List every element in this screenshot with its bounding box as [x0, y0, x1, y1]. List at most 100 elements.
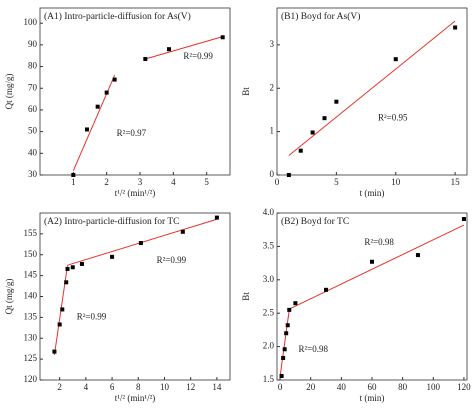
- x-tick-label: 5: [334, 177, 339, 187]
- plot-frame: [276, 7, 468, 176]
- y-tick-label: 130: [24, 332, 38, 342]
- data-point: [110, 254, 115, 259]
- data-point: [70, 265, 75, 270]
- y-tick-label: 2: [270, 82, 275, 92]
- fit-line: [279, 309, 290, 377]
- panel: 0 5 10 15 0 1 2 3 t (min) Bt (B1) Boyd for As(V) R²…: [241, 7, 468, 198]
- y-tick-label: 125: [24, 353, 38, 363]
- fit-line: [145, 36, 223, 60]
- x-tick-label: 4: [84, 382, 89, 392]
- y-tick-label: 90: [28, 39, 38, 49]
- x-tick-label: 0: [275, 177, 280, 187]
- x-axis-label: t (min): [360, 393, 385, 403]
- x-axis-label: t¹/² (min¹/²): [115, 188, 156, 198]
- y-tick-label: 0: [270, 169, 275, 179]
- y-tick-label: 3.5: [263, 240, 275, 250]
- y-tick-label: 140: [24, 291, 38, 301]
- annotation: R²=0.97: [117, 128, 147, 138]
- y-axis-label: Qt (mg/g): [4, 74, 14, 110]
- x-tick-label: 2: [104, 177, 109, 187]
- y-axis-label: Bt: [241, 87, 251, 96]
- chart-title: (A1) Intro-particle-diffusion for As(V): [44, 11, 191, 22]
- x-tick-label: 1: [71, 177, 76, 187]
- x-tick-label: 5: [204, 177, 209, 187]
- y-tick-label: 1: [270, 126, 275, 136]
- panel: 0 20 40 60 80 100 120 1.5 2.0 2.5 3.0 3.5 4.0 t (min)…: [241, 207, 471, 403]
- y-tick-label: 100: [24, 17, 38, 27]
- x-tick-label: 8: [136, 382, 141, 392]
- panel: 1 2 3 4 5 30 40 50 60 70 80 90 100 t¹/² (min¹/²) Qt (m…: [4, 7, 231, 198]
- data-point: [60, 307, 65, 312]
- data-point: [85, 127, 89, 132]
- plot-frame: [39, 7, 231, 176]
- data-point: [65, 266, 70, 271]
- data-point: [95, 104, 100, 109]
- annotation: R²=0.95: [378, 113, 408, 123]
- y-tick-label: 70: [28, 82, 38, 92]
- y-tick-label: 145: [24, 270, 38, 280]
- x-tick-label: 10: [391, 177, 401, 187]
- y-axis-label: Qt (mg/g): [4, 279, 14, 315]
- fit-line: [287, 224, 465, 311]
- data-point: [370, 259, 374, 264]
- x-tick-label: 12: [186, 382, 195, 392]
- data-point: [293, 301, 298, 306]
- data-point: [324, 287, 329, 292]
- data-point: [104, 90, 109, 95]
- data-point: [393, 57, 398, 62]
- y-tick-label: 2.5: [263, 307, 275, 317]
- y-tick-label: 30: [28, 169, 38, 179]
- annotation: R²=0.99: [157, 255, 187, 265]
- x-tick-label: 4: [171, 177, 176, 187]
- y-tick-label: 50: [28, 126, 38, 136]
- y-tick-label: 40: [28, 147, 38, 157]
- y-tick-label: 155: [24, 228, 38, 238]
- data-point: [282, 347, 287, 352]
- data-point: [57, 322, 62, 327]
- x-tick-label: 15: [451, 177, 461, 187]
- data-point: [287, 307, 292, 312]
- data-point: [286, 173, 291, 177]
- x-tick-label: 2: [57, 382, 62, 392]
- annotation: R²=0.98: [298, 344, 328, 354]
- data-point: [285, 323, 290, 328]
- x-tick-label: 60: [368, 382, 378, 392]
- data-point: [180, 229, 185, 234]
- y-tick-label: 150: [24, 249, 38, 259]
- x-tick-label: 20: [306, 382, 316, 392]
- data-point: [281, 355, 286, 360]
- x-tick-label: 0: [278, 382, 283, 392]
- data-point: [71, 173, 76, 177]
- annotation: R²=0.99: [183, 51, 213, 61]
- data-point: [279, 373, 284, 378]
- panel: 2 4 6 8 10 12 14 120 125 130 135 140 145 150 155 t¹/² (…: [4, 212, 231, 403]
- y-tick-label: 120: [24, 374, 38, 384]
- y-tick-label: 135: [24, 311, 38, 321]
- data-point: [64, 280, 69, 285]
- x-tick-label: 10: [160, 382, 170, 392]
- x-tick-label: 6: [110, 382, 115, 392]
- data-point: [214, 215, 219, 220]
- x-axis-label: t (min): [360, 188, 385, 198]
- x-tick-label: 14: [212, 382, 222, 392]
- data-point: [453, 25, 458, 30]
- fit-line: [72, 75, 116, 171]
- x-tick-label: 80: [398, 382, 408, 392]
- data-point: [334, 99, 339, 104]
- y-tick-label: 3.0: [263, 274, 275, 284]
- data-point: [167, 47, 171, 52]
- y-tick-label: 1.5: [263, 374, 275, 384]
- x-tick-label: 40: [337, 382, 347, 392]
- data-point: [322, 116, 327, 121]
- y-tick-label: 60: [28, 104, 38, 114]
- data-point: [112, 77, 117, 82]
- data-point: [52, 349, 57, 354]
- data-point: [298, 148, 303, 153]
- x-tick-label: 100: [427, 382, 441, 392]
- y-tick-label: 80: [28, 61, 38, 71]
- chart-title: (B1) Boyd for As(V): [281, 11, 360, 22]
- chart-title: (B2) Boyd for TC: [281, 216, 349, 227]
- data-point: [138, 241, 143, 246]
- x-tick-label: 120: [457, 382, 471, 392]
